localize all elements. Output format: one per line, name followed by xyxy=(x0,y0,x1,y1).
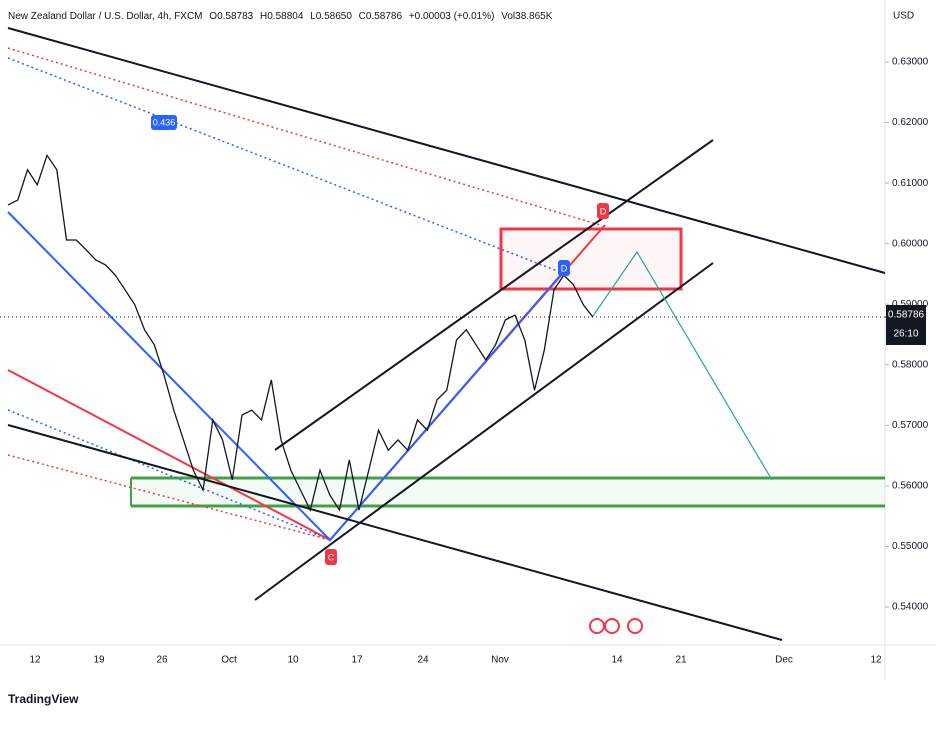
high: H0.58804 xyxy=(260,11,304,22)
brand[interactable]: TradingView xyxy=(8,692,79,706)
point-label: D xyxy=(561,263,568,273)
price-tick-label: 0.56000 xyxy=(892,481,929,492)
last-price: 0.58786 xyxy=(888,310,925,321)
point-label: C xyxy=(328,552,335,562)
time-tick-label: 26 xyxy=(156,655,168,666)
event-icons[interactable] xyxy=(589,618,643,634)
currency: USD xyxy=(893,11,914,22)
event-icon[interactable] xyxy=(589,618,605,634)
price-tick-label: 0.61000 xyxy=(892,178,929,189)
resistance-zone xyxy=(499,227,683,291)
dotted-line xyxy=(7,454,331,541)
low: L0.58650 xyxy=(310,11,352,22)
price-tick-label: 0.57000 xyxy=(892,420,929,431)
channel-line xyxy=(7,27,886,274)
time-tick-label: 19 xyxy=(93,655,105,666)
time-tick-label: Dec xyxy=(775,655,793,666)
time-tick-label: Nov xyxy=(491,655,509,666)
legend: New Zealand Dollar / U.S. Dollar, 4h, FX… xyxy=(8,11,553,22)
time-tick-label: 14 xyxy=(611,655,623,666)
time-tick-label: 12 xyxy=(29,655,41,666)
label-box xyxy=(597,203,609,219)
channel-line xyxy=(7,424,783,641)
label-box xyxy=(325,549,337,565)
time-tick-label: 10 xyxy=(287,655,299,666)
symbol: New Zealand Dollar / U.S. Dollar, 4h, FX… xyxy=(8,11,203,22)
volume: Vol38.865K xyxy=(501,11,552,22)
projection-path xyxy=(592,250,773,481)
open: O0.58783 xyxy=(209,11,253,22)
price-tick-label: 0.59000 xyxy=(892,299,929,310)
channel-line xyxy=(274,139,714,451)
trend-line xyxy=(7,211,566,542)
countdown: 26:10 xyxy=(893,329,918,340)
point-label: D xyxy=(600,206,607,216)
dotted-line xyxy=(7,57,561,273)
event-icon[interactable] xyxy=(604,618,620,634)
channel-line xyxy=(254,262,714,601)
time-tick-label: 17 xyxy=(351,655,363,666)
price-tick-label: 0.55000 xyxy=(892,541,929,552)
price-tick-label: 0.63000 xyxy=(892,57,929,68)
time-tick-label: 21 xyxy=(675,655,687,666)
last-price-box xyxy=(886,305,926,345)
time-tick-label: 12 xyxy=(870,655,882,666)
price-tick-label: 0.60000 xyxy=(892,238,929,249)
change: +0.00003 (+0.01%) xyxy=(409,11,495,22)
price-tick-label: 0.54000 xyxy=(892,602,929,613)
price-tick-label: 0.62000 xyxy=(892,117,929,128)
time-tick-label: Oct xyxy=(221,655,237,666)
event-icon[interactable] xyxy=(627,618,643,634)
label-box xyxy=(558,260,570,276)
fib-label: 0.436 xyxy=(153,117,176,127)
close: C0.58786 xyxy=(359,11,403,22)
price-line xyxy=(7,153,594,513)
support-zone xyxy=(131,478,885,506)
price-tick-label: 0.58000 xyxy=(892,359,929,370)
label-box xyxy=(151,115,177,130)
time-tick-label: 24 xyxy=(417,655,429,666)
